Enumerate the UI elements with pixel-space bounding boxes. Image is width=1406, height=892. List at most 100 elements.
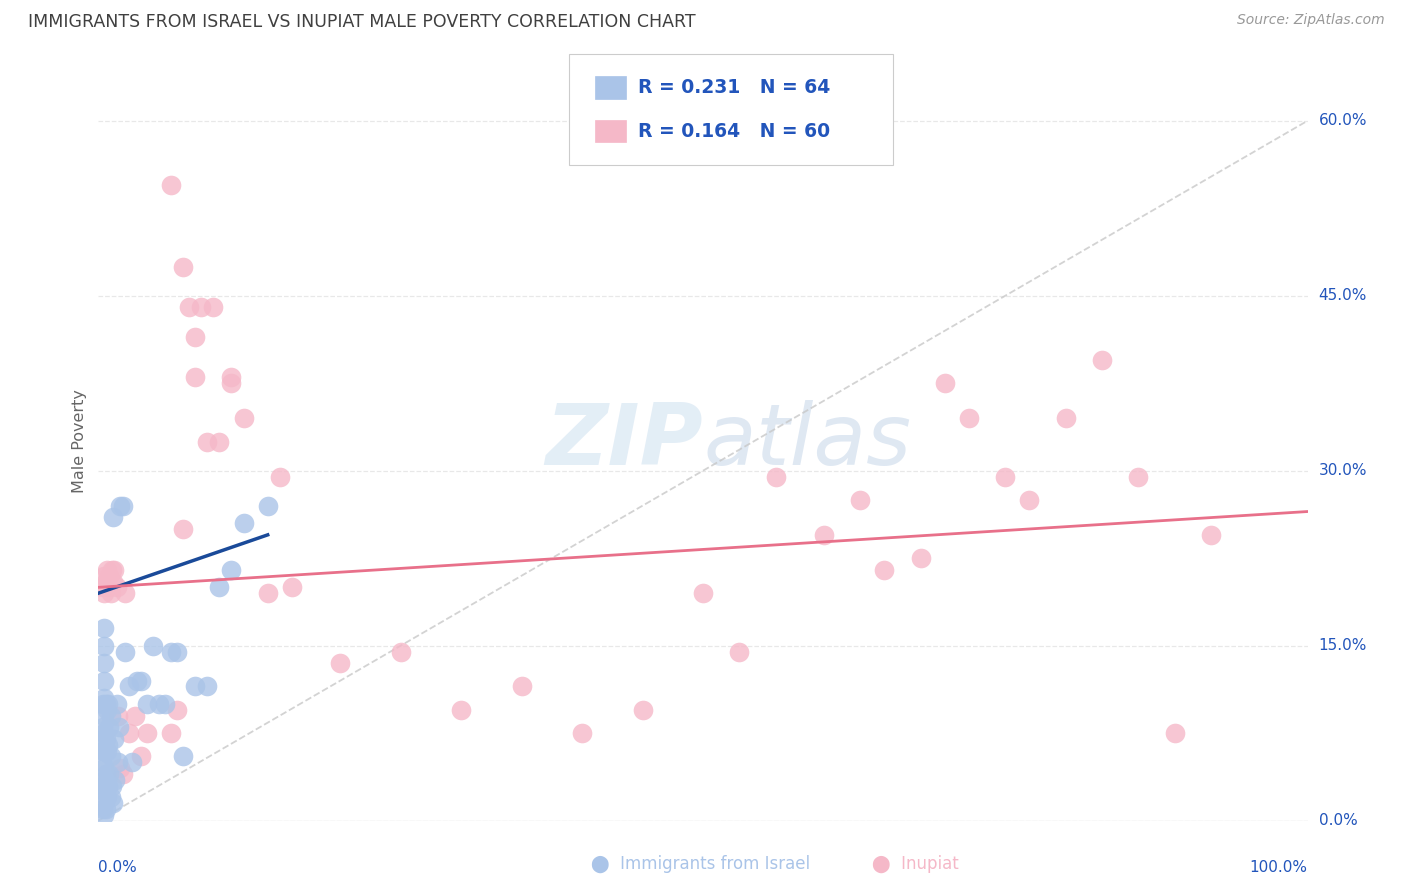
Point: [97, 738, 120, 752]
Point: [221, 370, 243, 384]
Point: [142, 639, 165, 653]
Point: [100, 779, 122, 793]
Point: [129, 749, 152, 764]
Point: [1163, 726, 1185, 740]
Text: R = 0.231   N = 64: R = 0.231 N = 64: [638, 78, 831, 97]
Point: [1091, 352, 1114, 367]
Point: [104, 772, 127, 787]
Point: [97, 580, 120, 594]
Point: [93, 586, 115, 600]
Point: [98, 720, 121, 734]
Point: [93, 568, 115, 582]
Point: [91, 779, 114, 793]
Point: [93, 621, 115, 635]
Text: 30.0%: 30.0%: [1319, 463, 1367, 478]
Point: [103, 731, 125, 746]
Point: [91, 802, 114, 816]
Point: [195, 434, 218, 449]
Point: [100, 749, 122, 764]
Text: 0.0%: 0.0%: [98, 860, 138, 874]
Point: [195, 680, 218, 694]
Point: [994, 469, 1017, 483]
Point: [93, 761, 115, 775]
Point: [1128, 469, 1150, 483]
Point: [813, 528, 835, 542]
Point: [103, 563, 125, 577]
Text: IMMIGRANTS FROM ISRAEL VS INUPIAT MALE POVERTY CORRELATION CHART: IMMIGRANTS FROM ISRAEL VS INUPIAT MALE P…: [28, 13, 696, 31]
Point: [91, 779, 114, 793]
Point: [105, 580, 128, 594]
Point: [101, 574, 124, 589]
Point: [100, 790, 122, 805]
Point: [510, 680, 533, 694]
Point: [121, 756, 143, 770]
Point: [94, 731, 117, 746]
Point: [1018, 492, 1040, 507]
Point: [184, 680, 207, 694]
Point: [114, 586, 136, 600]
Text: 100.0%: 100.0%: [1250, 860, 1308, 874]
Point: [108, 761, 131, 775]
Point: [957, 411, 980, 425]
Point: [172, 260, 194, 274]
Point: [94, 767, 117, 781]
Point: [93, 796, 115, 810]
Point: [118, 726, 141, 740]
Y-axis label: Male Poverty: Male Poverty: [72, 390, 87, 493]
Point: [91, 731, 114, 746]
Point: [93, 772, 115, 787]
Point: [100, 563, 122, 577]
Point: [1054, 411, 1077, 425]
Point: [107, 756, 129, 770]
Text: 0.0%: 0.0%: [1319, 814, 1357, 828]
Point: [849, 492, 872, 507]
Point: [111, 499, 134, 513]
Point: [160, 644, 183, 658]
Point: [631, 703, 654, 717]
Point: [232, 411, 254, 425]
Point: [91, 697, 114, 711]
Point: [389, 644, 412, 658]
Point: [172, 749, 194, 764]
Point: [100, 708, 122, 723]
Point: [153, 697, 176, 711]
Point: [98, 767, 121, 781]
Text: Source: ZipAtlas.com: Source: ZipAtlas.com: [1237, 13, 1385, 28]
Point: [93, 639, 115, 653]
Point: [105, 697, 128, 711]
Point: [96, 744, 118, 758]
Point: [93, 807, 115, 822]
Point: [765, 469, 787, 483]
Text: 60.0%: 60.0%: [1319, 113, 1367, 128]
Point: [108, 499, 131, 513]
Point: [281, 580, 304, 594]
Point: [1199, 528, 1222, 542]
Point: [184, 370, 207, 384]
Point: [101, 796, 124, 810]
Point: [329, 656, 352, 670]
Point: [127, 673, 149, 688]
Point: [108, 720, 131, 734]
Text: ZIP: ZIP: [546, 400, 703, 483]
Point: [208, 580, 231, 594]
Point: [93, 708, 115, 723]
Point: [135, 726, 157, 740]
Point: [202, 301, 225, 315]
Point: [111, 767, 134, 781]
Point: [93, 673, 115, 688]
Point: [256, 499, 278, 513]
Point: [97, 697, 120, 711]
Point: [208, 434, 231, 449]
Point: [96, 563, 118, 577]
Point: [93, 784, 115, 798]
Point: [450, 703, 472, 717]
Point: [232, 516, 254, 531]
Point: [93, 744, 115, 758]
Point: [934, 376, 956, 391]
Point: [910, 551, 932, 566]
Point: [129, 673, 152, 688]
Text: atlas: atlas: [703, 400, 911, 483]
Point: [98, 568, 121, 582]
Point: [91, 580, 114, 594]
Point: [91, 720, 114, 734]
